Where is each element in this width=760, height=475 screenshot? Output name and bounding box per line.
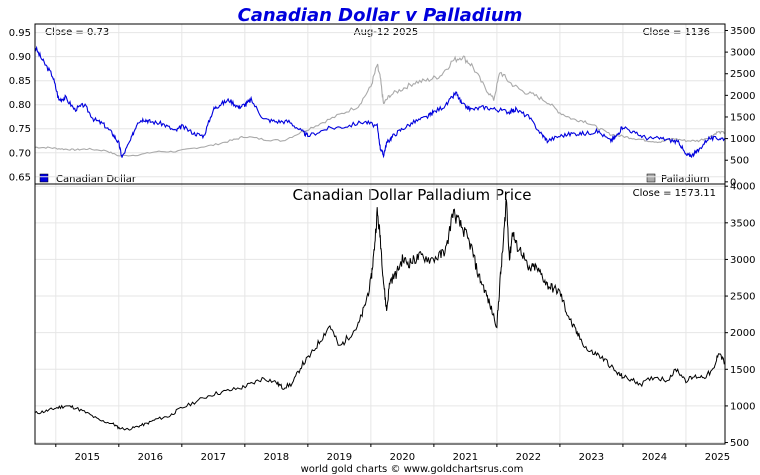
bottom-right-tick-label-4000: 4000 [730, 182, 755, 193]
cad-line [34, 45, 726, 159]
left-tick-label-0.80: 0.80 [9, 100, 31, 111]
top-right-tick-label-500: 500 [730, 156, 749, 167]
x-tick-label-2021: 2021 [453, 452, 478, 463]
cad-palladium-price-line [34, 199, 725, 431]
palladium-line [34, 55, 726, 157]
legend-swatch-palladium [646, 173, 656, 183]
x-tick-label-2019: 2019 [327, 452, 352, 463]
series-layer [34, 45, 726, 431]
left-tick-label-0.90: 0.90 [9, 52, 31, 63]
bottom-close-label: Close = 1573.11 [633, 188, 716, 199]
x-tick-label-2015: 2015 [75, 452, 100, 463]
bottom-panel-title: Canadian Dollar Palladium Price [293, 186, 532, 204]
x-tick-label-2018: 2018 [264, 452, 289, 463]
grid-layer [35, 24, 725, 444]
x-tick-label-2022: 2022 [516, 452, 541, 463]
x-tick-label-2024: 2024 [642, 452, 667, 463]
axis-layer: 2015 2016 2017 2018 2019 2020 2021 2022 2023 2024… [9, 26, 756, 463]
footer-credit: world gold charts © www.goldchartsrus.co… [301, 464, 524, 475]
top-right-tick-label-1000: 1000 [730, 134, 755, 145]
legend-swatch-cad [39, 173, 49, 183]
top-right-tick-label-2500: 2500 [730, 69, 755, 80]
left-tick-label-0.70: 0.70 [9, 148, 31, 159]
top-right-tick-label-1500: 1500 [730, 112, 755, 123]
x-tick-label-2017: 2017 [201, 452, 226, 463]
x-tick-label-2025: 2025 [705, 452, 730, 463]
top-right-tick-label-0: 0 [730, 177, 736, 188]
top-right-tick-label-2000: 2000 [730, 91, 755, 102]
legend-label-cad: Canadian Dollar [56, 174, 137, 185]
x-tick-label-2020: 2020 [390, 452, 415, 463]
x-tick-label-2016: 2016 [138, 452, 163, 463]
bottom-right-tick-label-500: 500 [730, 438, 749, 449]
bottom-panel-frame [34, 183, 726, 445]
left-tick-label-0.85: 0.85 [9, 76, 31, 87]
chart-title: Canadian Dollar v Palladium [238, 5, 523, 26]
top-right-tick-label-3000: 3000 [730, 48, 755, 59]
left-tick-label-0.75: 0.75 [9, 124, 31, 135]
bottom-right-tick-label-1000: 1000 [730, 401, 755, 412]
bottom-right-tick-label-2000: 2000 [730, 328, 755, 339]
top-right-tick-label-3500: 3500 [730, 26, 755, 37]
legend-label-palladium: Palladium [661, 174, 710, 185]
left-tick-label-0.95: 0.95 [9, 28, 31, 39]
bottom-right-tick-label-2500: 2500 [730, 292, 755, 303]
bottom-right-tick-label-1500: 1500 [730, 365, 755, 376]
left-tick-label-0.65: 0.65 [9, 172, 31, 183]
legend: Canadian Dollar Palladium [39, 173, 710, 185]
bottom-right-tick-label-3500: 3500 [730, 218, 755, 229]
x-tick-label-2023: 2023 [579, 452, 604, 463]
bottom-right-tick-label-3000: 3000 [730, 255, 755, 266]
